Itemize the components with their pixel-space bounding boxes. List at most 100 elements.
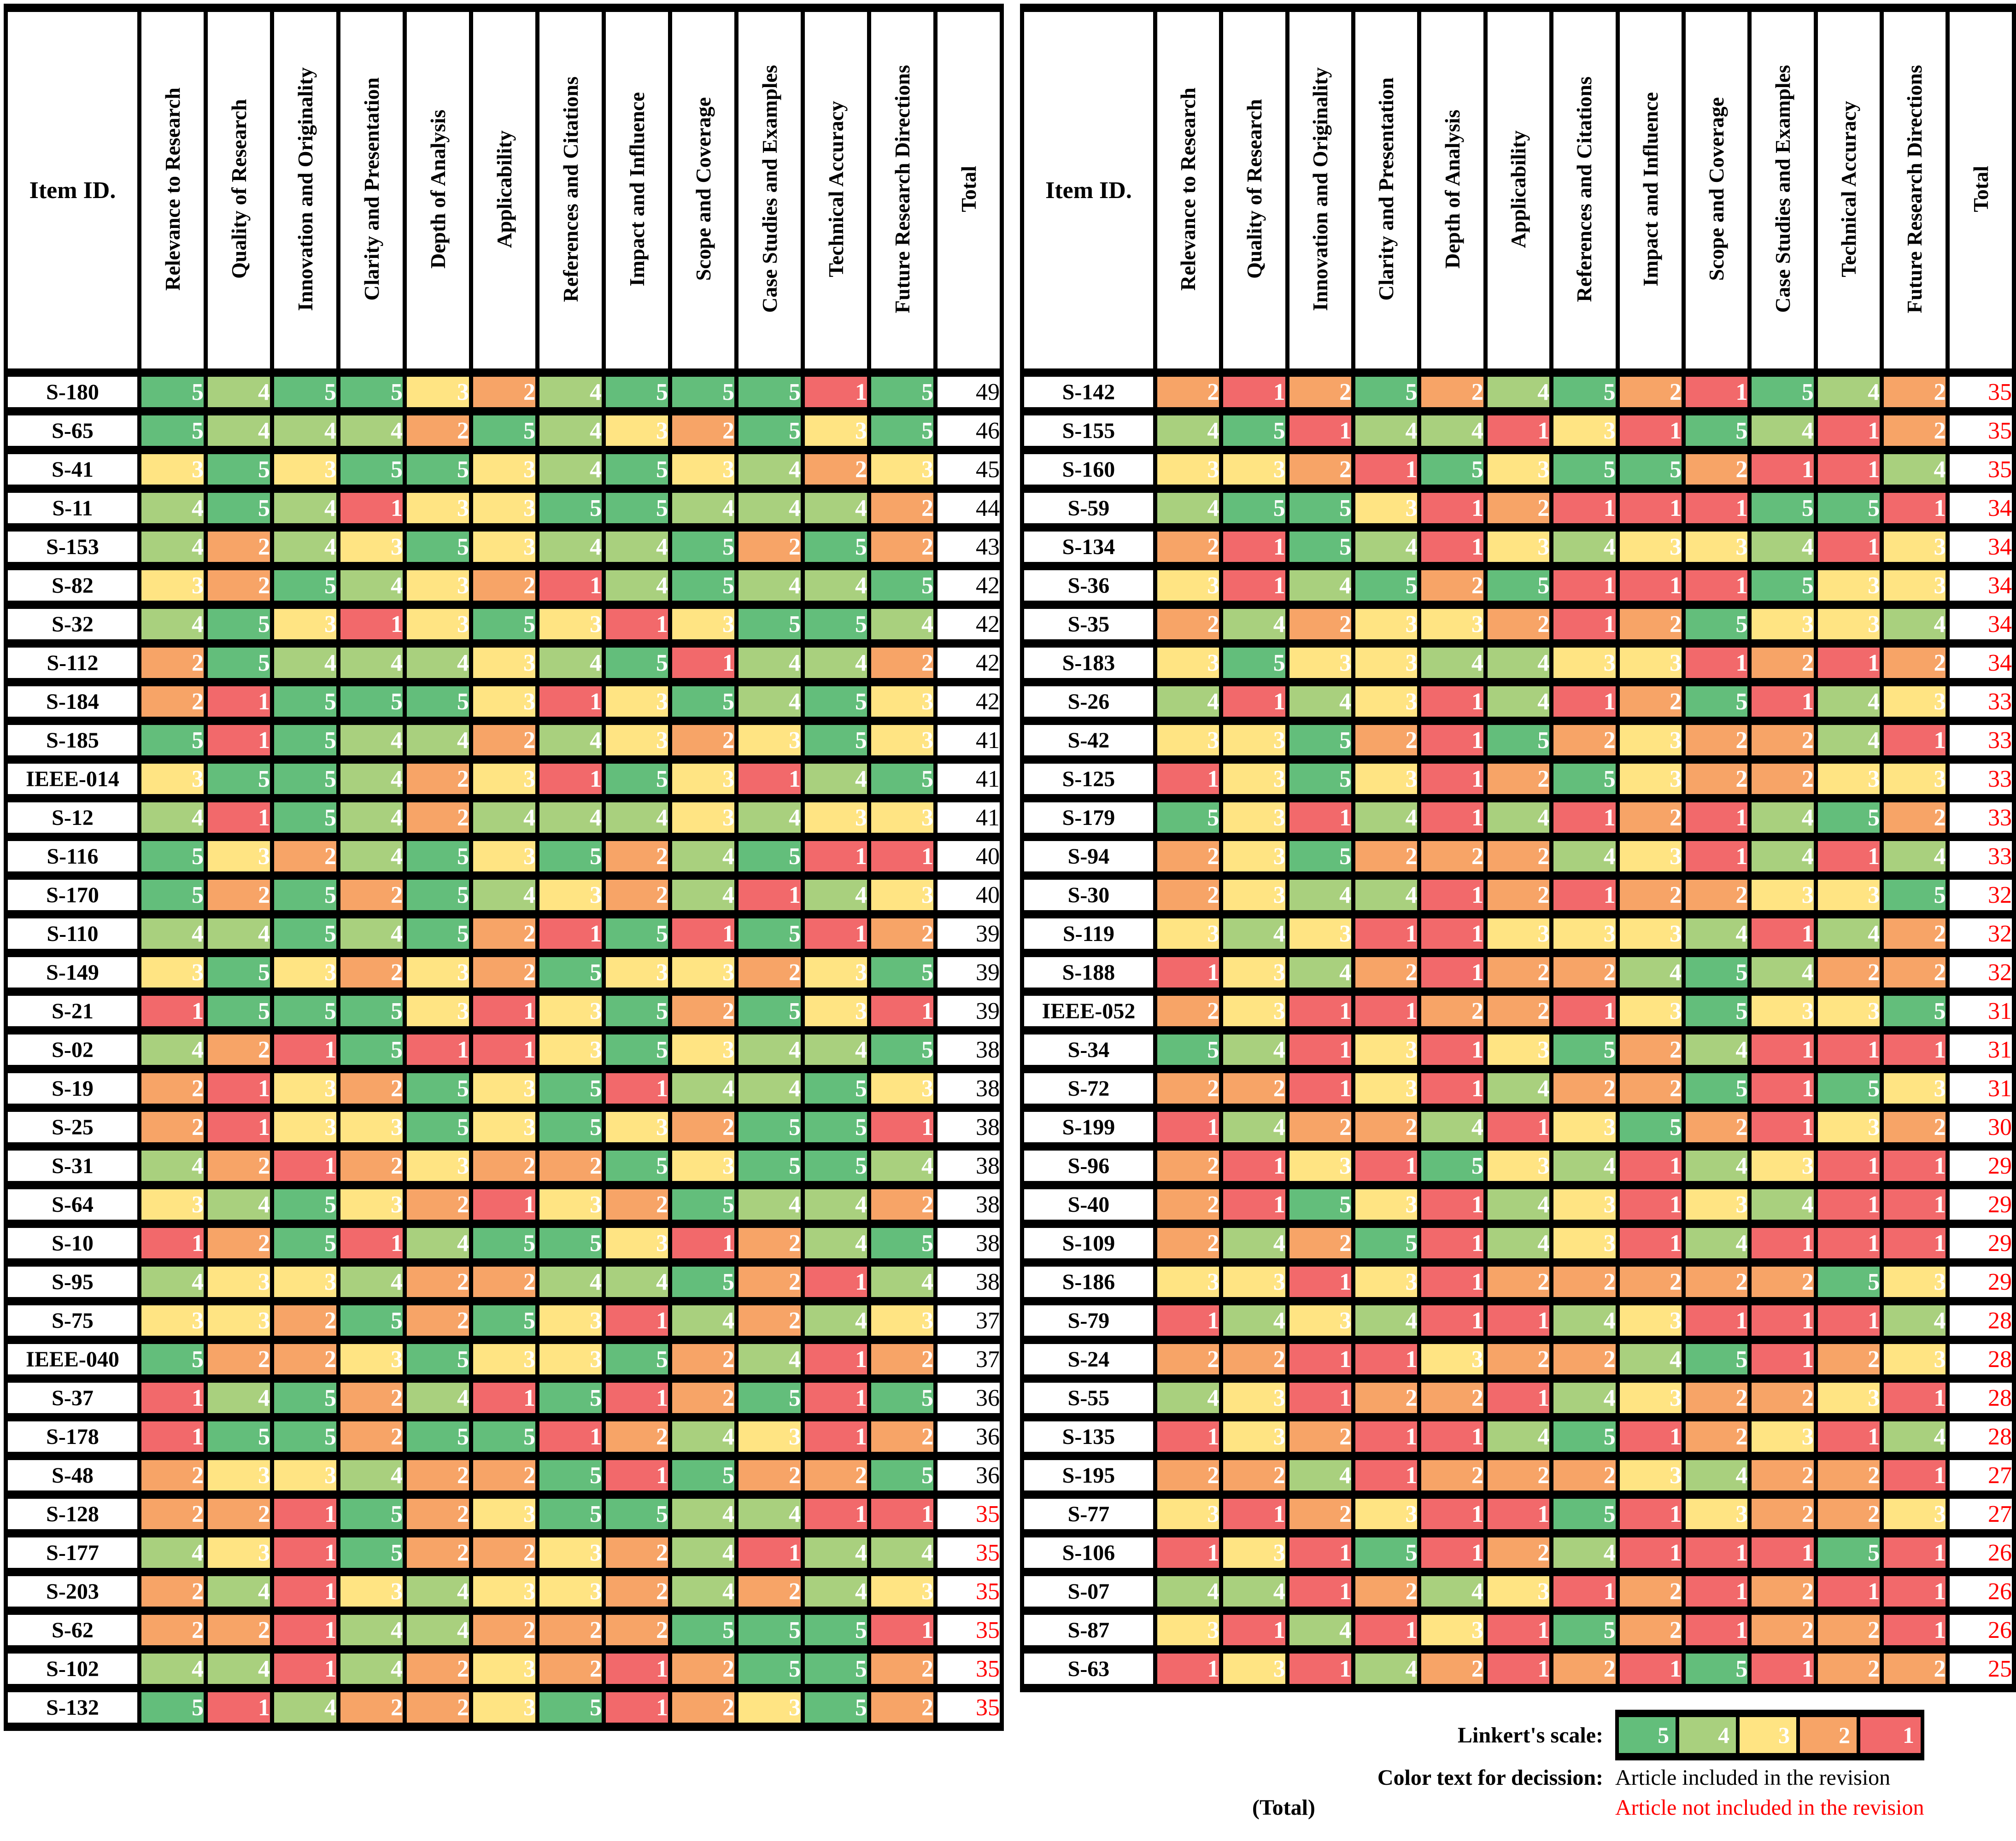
score-cell: 1 bbox=[1880, 1374, 1950, 1421]
item-id-cell: S-128 bbox=[4, 1490, 141, 1537]
item-id-cell: S-42 bbox=[1020, 717, 1157, 764]
score-cell: 3 bbox=[535, 1297, 606, 1344]
score-cell: 1 bbox=[1285, 794, 1356, 841]
score-cell: 1 bbox=[1417, 1297, 1488, 1344]
table-row: S-63 1 3 1 4 2 1 2 1 5 1 2 2 25 bbox=[1020, 1645, 2016, 1692]
score-cell: 5 bbox=[734, 368, 805, 415]
score-cell: 4 bbox=[1483, 1181, 1554, 1228]
score-cell: 3 bbox=[1285, 639, 1356, 686]
score-cell: 3 bbox=[801, 949, 871, 996]
column-header-label: Future Research Directions bbox=[890, 64, 914, 314]
score-cell: 4 bbox=[137, 1026, 208, 1073]
score-cell: 1 bbox=[1417, 1026, 1488, 1073]
total-cell: 28 bbox=[1946, 1413, 2016, 1460]
score-cell: 1 bbox=[535, 562, 606, 609]
table-row: S-128 2 2 1 5 2 3 5 5 4 4 1 1 35 bbox=[4, 1490, 1004, 1537]
score-cell: 1 bbox=[1615, 1529, 1686, 1576]
score-cell: 5 bbox=[668, 368, 738, 415]
column-header: Scope and Coverage bbox=[668, 4, 738, 377]
score-cell: 5 bbox=[535, 485, 606, 532]
score-cell: 4 bbox=[801, 639, 871, 686]
column-header-label: Scope and Coverage bbox=[1705, 97, 1729, 281]
item-id-cell: S-19 bbox=[4, 1065, 141, 1112]
total-cell: 27 bbox=[1946, 1452, 2016, 1499]
score-cell: 1 bbox=[867, 1490, 938, 1537]
score-cell: 3 bbox=[469, 833, 539, 880]
score-cell: 5 bbox=[1681, 407, 1752, 454]
score-cell: 4 bbox=[1880, 1413, 1950, 1460]
score-cell: 2 bbox=[867, 1684, 938, 1731]
score-cell: 2 bbox=[336, 1413, 407, 1460]
score-cell: 2 bbox=[204, 1336, 274, 1383]
score-cell: 5 bbox=[403, 446, 473, 493]
score-cell: 4 bbox=[668, 833, 738, 880]
score-cell: 4 bbox=[734, 1336, 805, 1383]
column-header-label: Case Studies and Examples bbox=[1770, 65, 1794, 313]
total-cell: 38 bbox=[933, 1258, 1004, 1305]
column-header-label: References and Citations bbox=[558, 76, 582, 302]
score-cell: 2 bbox=[1483, 871, 1554, 918]
score-cell: 1 bbox=[1219, 1142, 1289, 1189]
score-cell: 1 bbox=[867, 833, 938, 880]
item-id-cell: S-37 bbox=[4, 1374, 141, 1421]
score-cell: 3 bbox=[403, 485, 473, 532]
table-row: S-72 2 2 1 3 1 4 2 2 5 1 5 3 31 bbox=[1020, 1065, 2016, 1112]
score-cell: 1 bbox=[1153, 1529, 1224, 1576]
score-cell: 3 bbox=[469, 1568, 539, 1615]
table-row: S-19 2 1 3 2 5 3 5 1 4 4 5 3 38 bbox=[4, 1065, 1004, 1112]
score-cell: 1 bbox=[1219, 523, 1289, 570]
score-cell: 3 bbox=[1351, 1490, 1422, 1537]
total-cell: 27 bbox=[1946, 1490, 2016, 1537]
table-row: S-34 5 4 1 3 1 3 5 2 4 1 1 1 31 bbox=[1020, 1026, 2016, 1073]
score-cell: 1 bbox=[1681, 833, 1752, 880]
score-cell: 3 bbox=[1880, 562, 1950, 609]
score-cell: 1 bbox=[602, 1297, 672, 1344]
score-cell: 1 bbox=[1681, 1529, 1752, 1576]
table-row: S-37 1 4 5 2 4 1 5 1 2 5 1 5 36 bbox=[4, 1374, 1004, 1421]
score-cell: 4 bbox=[867, 601, 938, 648]
total-cell: 38 bbox=[933, 1065, 1004, 1112]
score-cell: 3 bbox=[1351, 485, 1422, 532]
score-cell: 3 bbox=[1285, 1297, 1356, 1344]
total-cell: 35 bbox=[1946, 368, 2016, 415]
score-cell: 1 bbox=[1813, 639, 1884, 686]
score-cell: 1 bbox=[1880, 717, 1950, 764]
column-header: Case Studies and Examples bbox=[734, 4, 805, 377]
score-cell: 1 bbox=[1351, 910, 1422, 957]
score-cell: 3 bbox=[1219, 1258, 1289, 1305]
score-cell: 5 bbox=[1351, 1529, 1422, 1576]
score-cell: 4 bbox=[137, 910, 208, 957]
score-cell: 4 bbox=[1747, 794, 1818, 841]
score-cell: 1 bbox=[1615, 1181, 1686, 1228]
score-cell: 1 bbox=[1813, 407, 1884, 454]
score-cell: 3 bbox=[1880, 523, 1950, 570]
score-cell: 1 bbox=[1813, 1413, 1884, 1460]
total-cell: 42 bbox=[933, 678, 1004, 725]
score-cell: 3 bbox=[403, 368, 473, 415]
score-cell: 2 bbox=[1549, 1452, 1620, 1499]
decision-label: Color text for decission: bbox=[1377, 1765, 1603, 1790]
total-cell: 26 bbox=[1946, 1568, 2016, 1615]
total-cell: 49 bbox=[933, 368, 1004, 415]
column-header-label: Depth of Analysis bbox=[426, 109, 450, 269]
score-cell: 3 bbox=[1219, 1529, 1289, 1576]
score-cell: 1 bbox=[1417, 717, 1488, 764]
item-id-cell: IEEE-052 bbox=[1020, 988, 1157, 1034]
score-cell: 1 bbox=[1417, 1490, 1488, 1537]
column-header: Future Research Directions bbox=[867, 4, 938, 377]
score-cell: 3 bbox=[1880, 1258, 1950, 1305]
score-cell: 2 bbox=[1549, 717, 1620, 764]
score-cell: 5 bbox=[137, 833, 208, 880]
score-cell: 5 bbox=[535, 1452, 606, 1499]
table-row: S-106 1 3 1 5 1 2 4 1 1 1 5 1 26 bbox=[1020, 1529, 2016, 1576]
score-cell: 3 bbox=[1219, 717, 1289, 764]
column-header: References and Citations bbox=[1549, 4, 1620, 377]
score-cell: 5 bbox=[535, 1374, 606, 1421]
score-cell: 2 bbox=[1549, 949, 1620, 996]
score-cell: 2 bbox=[336, 1142, 407, 1189]
score-cell: 2 bbox=[469, 1452, 539, 1499]
score-cell: 5 bbox=[734, 1142, 805, 1189]
score-cell: 3 bbox=[1483, 446, 1554, 493]
column-header: Innovation and Originality bbox=[1285, 4, 1356, 377]
score-cell: 1 bbox=[1153, 949, 1224, 996]
